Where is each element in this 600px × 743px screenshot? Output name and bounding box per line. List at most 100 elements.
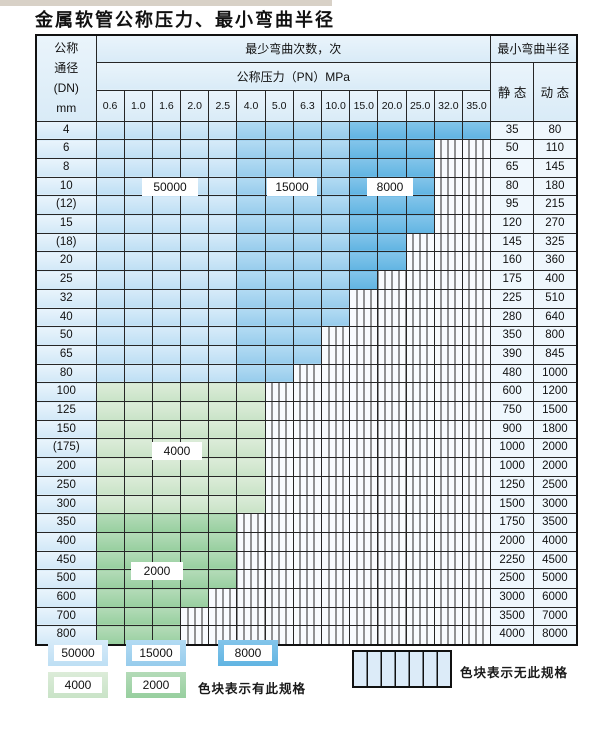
spec-available-cell <box>236 475 266 496</box>
spec-available-cell <box>264 344 294 365</box>
spec-available-cell <box>151 457 182 477</box>
legend-swatch-50000: 50000 <box>48 640 108 666</box>
table-row: (175) 1000 2000 <box>35 438 578 459</box>
dynamic-radius-cell: 1500 <box>533 401 578 421</box>
spec-available-cell <box>292 251 323 272</box>
spec-unavailable-cell <box>461 382 492 403</box>
spec-unavailable-cell <box>461 214 492 234</box>
spec-available-cell <box>264 363 294 384</box>
dynamic-radius-cell: 80 <box>533 120 578 141</box>
spec-available-cell <box>377 139 407 159</box>
spec-unavailable-cell <box>377 550 407 571</box>
spec-available-cell <box>236 307 266 328</box>
spec-available-cell <box>95 569 125 590</box>
spec-table-wrap: 公称 通径 (DN) mm 最少弯曲次数，次 最小弯曲半径 公称压力（PN）MPa 静 态动 … <box>35 34 578 647</box>
spec-available-cell <box>95 344 125 365</box>
spec-available-cell <box>292 214 323 234</box>
spec-unavailable-cell <box>349 494 379 515</box>
spec-unavailable-cell <box>433 588 463 608</box>
legend-swatch-8000: 8000 <box>218 640 278 666</box>
radius-header: 最小弯曲半径 <box>490 34 578 63</box>
spec-available-cell <box>349 251 379 272</box>
pressure-column-header: 6.3 <box>292 89 323 122</box>
spec-available-cell <box>123 157 153 178</box>
static-radius-cell: 80 <box>490 176 535 197</box>
static-radius-cell: 350 <box>490 326 535 346</box>
spec-available-cell <box>151 288 182 309</box>
spec-available-cell <box>208 494 238 515</box>
spec-available-cell <box>405 139 435 159</box>
spec-available-cell <box>349 139 379 159</box>
dynamic-radius-cell: 3000 <box>533 494 578 515</box>
spec-available-cell <box>95 232 125 253</box>
spec-unavailable-cell <box>405 401 435 421</box>
pressure-column-header: 0.6 <box>95 89 125 122</box>
dynamic-radius-cell: 325 <box>533 232 578 253</box>
static-radius-cell: 1250 <box>490 475 535 496</box>
spec-unavailable-cell <box>264 438 294 459</box>
table-row: 125 750 1500 <box>35 401 578 421</box>
spec-available-cell <box>123 438 153 459</box>
static-radius-cell: 175 <box>490 270 535 290</box>
spec-available-cell <box>208 214 238 234</box>
spec-available-cell <box>123 214 153 234</box>
spec-available-cell <box>236 176 266 197</box>
spec-available-cell <box>180 195 210 216</box>
dn-cell: 125 <box>35 401 97 421</box>
spec-unavailable-cell <box>349 513 379 533</box>
dn-cell: 4 <box>35 120 97 141</box>
spec-available-cell <box>208 569 238 590</box>
dn-cell: 400 <box>35 531 97 552</box>
spec-available-cell <box>123 344 153 365</box>
spec-unavailable-cell <box>264 494 294 515</box>
spec-unavailable-cell <box>349 401 379 421</box>
spec-unavailable-cell <box>377 326 407 346</box>
spec-available-cell <box>208 139 238 159</box>
spec-unavailable-cell <box>405 588 435 608</box>
spec-unavailable-cell <box>461 251 492 272</box>
spec-available-cell <box>236 494 266 515</box>
dynamic-radius-cell: 800 <box>533 326 578 346</box>
spec-available-cell <box>264 214 294 234</box>
dynamic-radius-cell: 1000 <box>533 363 578 384</box>
spec-available-cell <box>123 513 153 533</box>
table-row: 700 3500 7000 <box>35 606 578 627</box>
spec-available-cell <box>292 139 323 159</box>
spec-unavailable-cell <box>405 232 435 253</box>
table-row: 40 280 640 <box>35 307 578 328</box>
dn-cell: (175) <box>35 438 97 459</box>
spec-unavailable-cell <box>264 475 294 496</box>
page-edge-strip <box>0 0 332 6</box>
spec-unavailable-cell <box>405 475 435 496</box>
static-radius-cell: 4000 <box>490 625 535 646</box>
spec-available-cell <box>236 363 266 384</box>
spec-unavailable-cell <box>405 288 435 309</box>
spec-available-cell <box>180 139 210 159</box>
spec-unavailable-cell <box>377 344 407 365</box>
spec-available-cell <box>151 251 182 272</box>
spec-unavailable-cell <box>377 625 407 646</box>
dn-cell: 450 <box>35 550 97 571</box>
spec-unavailable-cell <box>461 157 492 178</box>
spec-available-cell <box>180 344 210 365</box>
spec-unavailable-cell <box>349 438 379 459</box>
spec-available-cell <box>151 195 182 216</box>
dynamic-header: 动 态 <box>533 61 578 122</box>
spec-available-cell <box>151 139 182 159</box>
spec-unavailable-cell <box>377 401 407 421</box>
spec-available-cell <box>95 307 125 328</box>
table-row: 500 2500 5000 <box>35 569 578 590</box>
static-radius-cell: 3000 <box>490 588 535 608</box>
pressure-column-header: 20.0 <box>377 89 407 122</box>
spec-available-cell <box>123 531 153 552</box>
spec-unavailable-cell <box>461 326 492 346</box>
spec-available-cell <box>151 588 182 608</box>
spec-available-cell <box>151 382 182 403</box>
spec-available-cell <box>264 157 294 178</box>
dynamic-radius-cell: 3500 <box>533 513 578 533</box>
spec-unavailable-cell <box>433 157 463 178</box>
spec-available-cell <box>180 382 210 403</box>
spec-available-cell <box>151 401 182 421</box>
spec-available-cell <box>208 401 238 421</box>
